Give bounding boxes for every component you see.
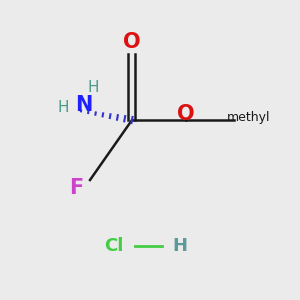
Text: H: H	[57, 100, 69, 116]
Text: Cl: Cl	[104, 237, 124, 255]
Text: H: H	[87, 80, 99, 94]
Text: O: O	[177, 104, 195, 124]
Text: F: F	[69, 178, 84, 197]
Text: N: N	[75, 95, 93, 115]
Text: methyl: methyl	[227, 110, 271, 124]
Text: O: O	[123, 32, 141, 52]
Text: H: H	[172, 237, 188, 255]
